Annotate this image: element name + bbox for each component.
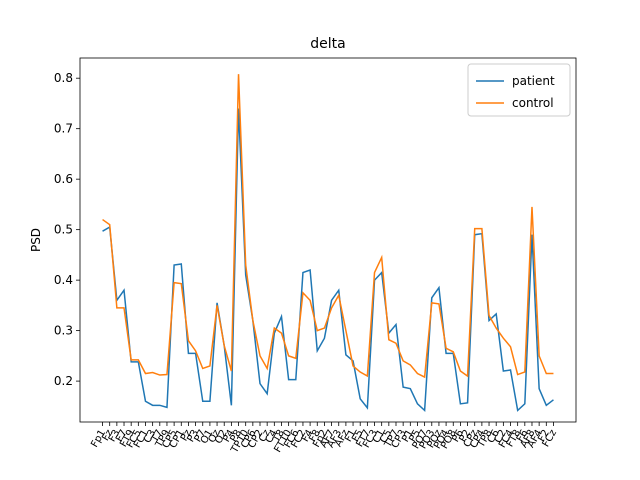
y-tick-label: 0.3: [54, 324, 73, 338]
x-tick-label: P7: [193, 428, 209, 444]
x-tick-label: Pz: [179, 428, 194, 443]
y-tick-label: 0.8: [54, 71, 73, 85]
x-tick-label: F4: [300, 428, 316, 444]
x-tick-label: F7: [114, 428, 130, 444]
legend-label: control: [512, 96, 554, 110]
x-tick-label: P2: [457, 428, 473, 444]
x-tick-label: P1: [400, 428, 416, 444]
x-tick-label: F3: [107, 428, 123, 444]
x-tick-label: Cz: [257, 428, 273, 444]
x-tick-label: Fz: [100, 428, 115, 443]
x-tick-label: P4: [221, 428, 237, 444]
y-tick-label: 0.4: [54, 273, 73, 287]
legend: patient control: [467, 63, 571, 117]
plot-frame: [79, 57, 577, 423]
line-series: [102, 108, 554, 413]
x-tick-label: F1: [343, 428, 359, 444]
x-tick-label: F6: [515, 428, 531, 444]
x-tick-label: P6: [450, 428, 466, 444]
y-axis-label: PSD: [29, 228, 43, 252]
x-tick-label: F5: [350, 428, 366, 444]
x-tick-label: P8: [228, 428, 244, 444]
y-tick-label: 0.6: [54, 172, 73, 186]
chart-title: delta: [310, 36, 345, 52]
y-tick-label: 0.7: [54, 122, 73, 136]
x-tick-label: F8: [307, 428, 323, 444]
x-tick-label: P5: [407, 428, 423, 444]
y-tick-label: 0.2: [54, 374, 73, 388]
legend-label: patient: [512, 74, 555, 88]
y-tick-label: 0.5: [54, 223, 73, 237]
x-tick-label: F2: [536, 428, 552, 444]
x-tick-label: P3: [185, 428, 201, 444]
line-series: [102, 74, 554, 379]
